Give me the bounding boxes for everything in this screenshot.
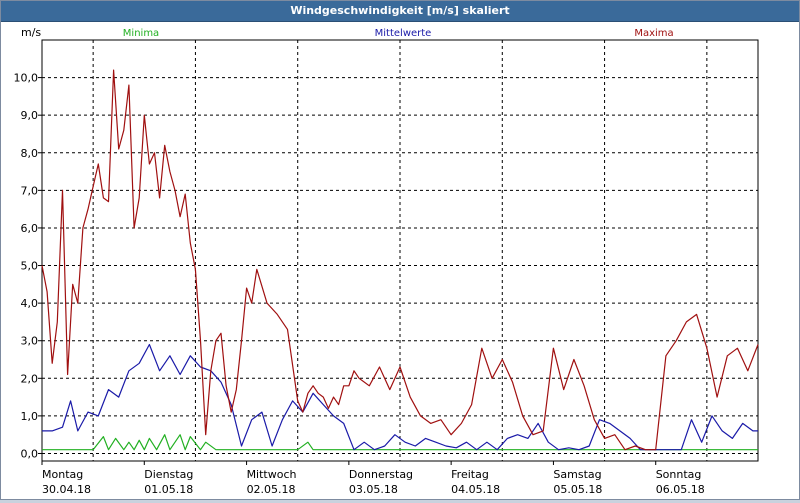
x-tick-label-date: 06.05.18 [656,483,705,496]
x-tick-label-day: Dienstag [144,468,193,481]
y-tick-label: 0,0 [21,447,39,460]
y-tick-label: 10,0 [14,72,39,85]
x-tick-label-day: Donnerstag [349,468,413,481]
y-tick-label: 4,0 [21,297,39,310]
x-tick-label-day: Samstag [553,468,601,481]
y-tick-label: 8,0 [21,147,39,160]
y-tick-label: 1,0 [21,410,39,423]
plot-area: 0,0 1,0 2,0 3,0 4,0 5,0 6,0 7,0 8,0 9,0 10,0 m/s Mon… [1,22,799,499]
y-tick-label: 7,0 [21,184,39,197]
y-tick-label: 9,0 [21,109,39,122]
y-tick-label: 2,0 [21,372,39,385]
x-tick-label-day: Sonntag [656,468,702,481]
series-line-minima [42,434,758,451]
y-tick-label: 3,0 [21,335,39,348]
x-tick-label-date: 02.05.18 [247,483,296,496]
chart-title: Windgeschwindigkeit [m/s] skaliert [1,1,799,22]
legend-item-maxima: Maxima [634,28,673,39]
x-tick-label-date: 05.05.18 [553,483,602,496]
series-line-maxima [41,69,759,451]
y-tick-label: 5,0 [21,260,39,273]
x-tick-label-day: Mittwoch [247,468,297,481]
x-tick-label-day: Freitag [451,468,489,481]
x-tick-label-date: 03.05.18 [349,483,398,496]
wind-speed-chart: 0,0 1,0 2,0 3,0 4,0 5,0 6,0 7,0 8,0 9,0 10,0 m/s Mon… [14,26,759,496]
x-tick-label-date: 30.04.18 [42,483,91,496]
x-tick-label-date: 01.05.18 [144,483,193,496]
legend-item-minima: Minima [123,28,159,39]
x-tick-label-date: 04.05.18 [451,483,500,496]
y-tick-label: 6,0 [21,222,39,235]
x-tick-label-day: Montag [42,468,83,481]
legend-item-mittelwerte: Mittelwerte [375,28,432,39]
y-axis-label: m/s [21,26,41,39]
series-line-mittelwerte [42,343,758,451]
